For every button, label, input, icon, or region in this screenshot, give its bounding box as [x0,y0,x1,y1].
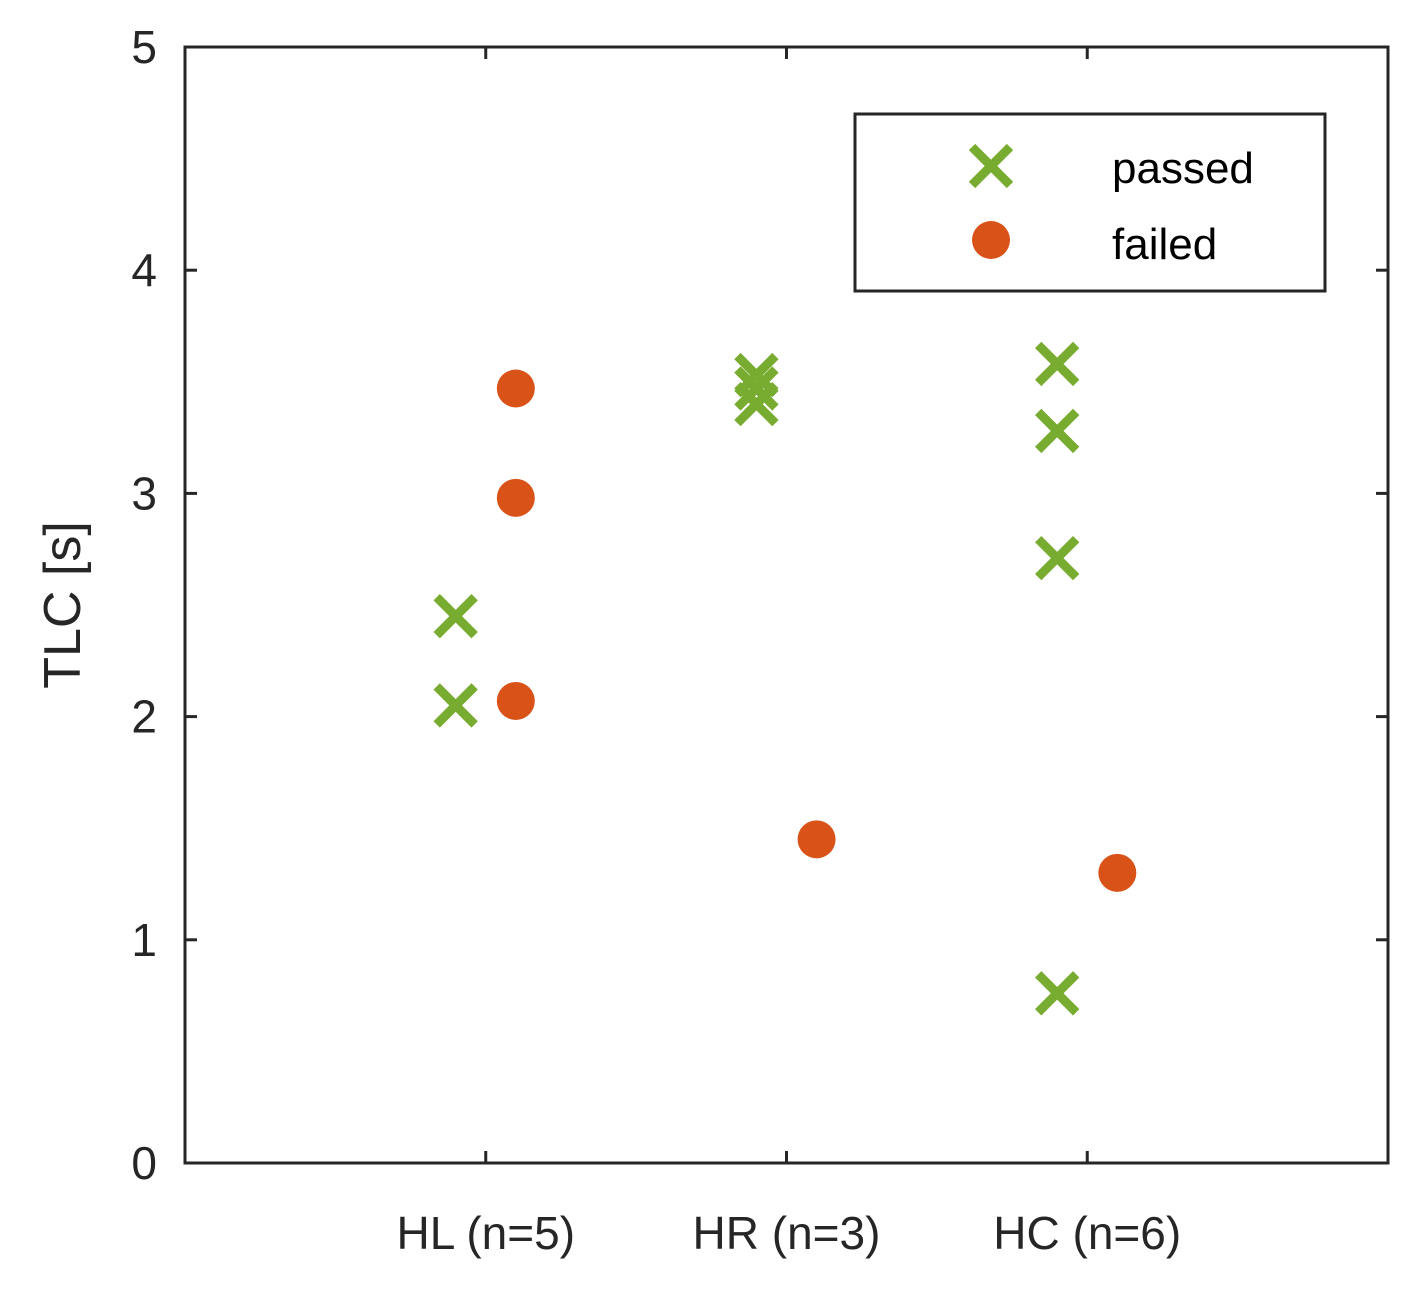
data-point-failed [797,820,836,859]
y-tick-label: 2 [131,691,157,743]
plot-area-frame [183,45,1390,1165]
data-point-passed [1034,971,1080,1016]
x-tick-label: HC (n=6) [993,1207,1181,1259]
data-point-passed [734,366,779,411]
y-axis-title: TLC [s] [34,521,92,689]
marks-layer [433,341,1137,1016]
data-point-passed [1034,408,1080,454]
x-tick-label: HR (n=3) [693,1207,881,1259]
legend-label-passed: passed [1112,144,1254,193]
legend-marker-failed [972,221,1010,259]
y-tick-label: 5 [131,21,157,73]
legend-circle-marker [972,221,1010,259]
legend-label-failed: failed [1112,220,1217,269]
labels-layer: 0 1 2 3 4 5 HL (n=5) HR (n=3) HC (n=6) [131,21,1181,1259]
y-tick-label: 4 [131,244,157,296]
data-point-passed [433,593,478,639]
legend-x-marker [968,143,1014,189]
data-point-failed [496,369,535,408]
legend-box [853,112,1327,293]
legend-marker-passed [968,143,1014,189]
data-point-failed [496,478,535,517]
legend: passed failed [853,112,1327,293]
data-point-passed [433,683,478,728]
data-point-passed [1034,341,1080,387]
data-point-passed [734,381,779,427]
y-tick-label: 3 [131,467,157,519]
y-tick-label: 1 [131,914,157,966]
x-tick-label: HL (n=5) [396,1207,575,1259]
y-tick-label: 0 [131,1137,157,1189]
data-point-failed [1098,853,1137,892]
data-point-passed [1034,535,1080,581]
data-point-failed [496,681,535,720]
